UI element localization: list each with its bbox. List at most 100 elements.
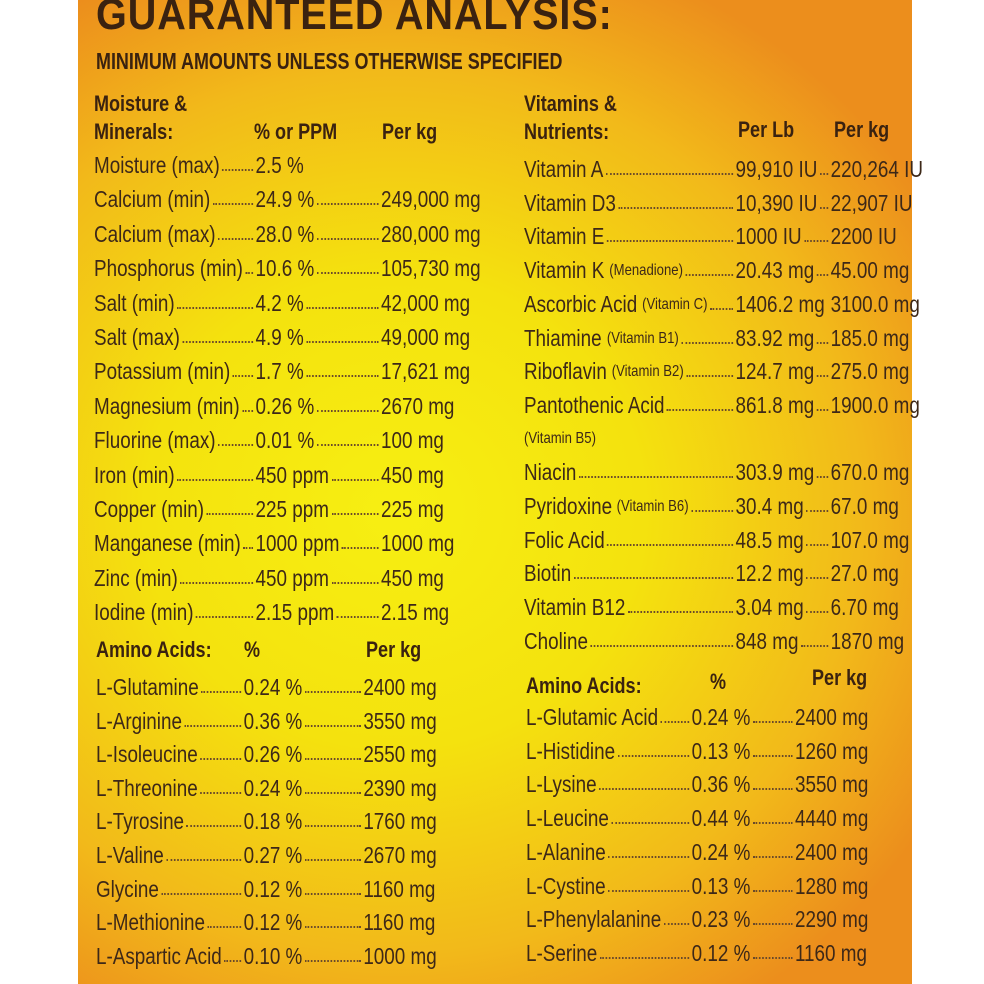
- amino-right-row: L-Alanine 0.24 % 2400 mg: [526, 839, 903, 873]
- dot-leader: [305, 892, 361, 895]
- vitamins-name: Vitamin D3: [524, 189, 616, 216]
- amino-right-kg: 1260 mg: [794, 737, 869, 764]
- minerals-name: Zinc (min): [94, 564, 178, 591]
- dot-leader: [331, 581, 379, 584]
- minerals-header-line2: Minerals:: [94, 119, 174, 144]
- vitamins-note: (Vitamin B5): [524, 429, 596, 447]
- vitamins-header: Vitamins & Nutrients:: [524, 90, 617, 146]
- vitamins-kg: 220,264 IU: [830, 156, 923, 182]
- vitamins-kg: 3100.0 mg: [830, 290, 920, 317]
- minerals-pct: 1000 ppm: [255, 530, 340, 557]
- dot-leader: [166, 859, 242, 861]
- amino-right-pct: 0.13 %: [691, 737, 751, 764]
- dot-leader: [806, 577, 829, 580]
- amino-left-name: L-Tyrosine: [96, 808, 185, 835]
- vitamins-kg: 185.0 mg: [830, 324, 910, 351]
- amino-right-col-pct: %: [710, 669, 727, 694]
- dot-leader: [206, 513, 254, 515]
- dot-leader: [574, 577, 734, 580]
- dot-leader: [753, 721, 793, 723]
- dot-leader: [242, 409, 254, 412]
- dot-leader: [753, 956, 793, 959]
- vitamins-note: (Vitamin C): [642, 295, 708, 313]
- amino-left-row: L-Arginine 0.36 % 3550 mg: [96, 708, 481, 742]
- vitamins-col-kg: Per kg: [834, 117, 890, 142]
- dot-leader: [753, 923, 793, 926]
- minerals-row: Calcium (min) 24.9 % 249,000 mg: [94, 186, 496, 220]
- vitamins-lb: 124.7 mg: [735, 358, 815, 385]
- dot-leader: [317, 409, 379, 412]
- vitamins-row: (Vitamin C) Ascorbic Acid 1406.2 mg 3100.0 …: [524, 290, 920, 325]
- minerals-name: Salt (max): [94, 324, 180, 350]
- minerals-kg: 450 mg: [381, 461, 444, 488]
- dot-leader: [217, 444, 254, 447]
- dot-leader: [820, 173, 829, 175]
- dot-leader: [207, 926, 242, 929]
- vitamins-row: (Menadione) Vitamin K 20.43 mg 45.00 mg: [524, 257, 909, 291]
- amino-left-name: L-Glutamine: [96, 674, 199, 700]
- dot-leader: [804, 240, 829, 243]
- amino-right-row: L-Glutamic Acid 0.24 % 2400 mg: [526, 704, 903, 738]
- vitamins-lb: 30.4 mg: [735, 493, 804, 519]
- amino-left-kg: 2550 mg: [363, 741, 437, 768]
- amino-right-row: L-Lysine 0.36 % 3550 mg: [526, 771, 903, 805]
- amino-left-name: L-Methionine: [96, 909, 206, 936]
- amino-left-row: L-Methionine 0.12 % 1160 mg: [96, 909, 481, 943]
- dot-leader: [212, 203, 254, 206]
- minerals-row: Iron (min) 450 ppm 450 mg: [94, 462, 496, 496]
- minerals-pct: 450 ppm: [255, 461, 329, 488]
- minerals-pct: 450 ppm: [255, 564, 329, 591]
- dot-leader: [816, 375, 829, 378]
- dot-leader: [195, 616, 254, 619]
- dot-leader: [590, 644, 734, 647]
- analysis-title: GUARANTEED ANALYSIS:: [96, 0, 613, 39]
- vitamins-row: (Vitamin B6) Pyridoxine 30.4 mg 67.0 mg: [524, 493, 909, 527]
- amino-left-pct: 0.26 %: [243, 741, 303, 768]
- dot-leader: [806, 510, 829, 512]
- amino-right-pct: 0.12 %: [691, 939, 751, 966]
- dot-leader: [660, 721, 690, 723]
- vitamins-kg: 45.00 mg: [830, 257, 910, 284]
- minerals-kg: 249,000 mg: [381, 186, 481, 213]
- vitamins-row: Folic Acid 48.5 mg 107.0 mg: [524, 527, 909, 561]
- vitamins-name: Ascorbic Acid: [524, 290, 638, 317]
- vitamins-name: Niacin: [524, 459, 577, 486]
- vitamins-lb: 48.5 mg: [735, 526, 804, 553]
- minerals-pct: 4.2 %: [255, 289, 304, 316]
- dot-leader: [578, 476, 734, 479]
- amino-left-kg: 1160 mg: [363, 875, 436, 902]
- vitamins-lb: 1406.2 mg: [735, 290, 825, 317]
- minerals-name: Iodine (min): [94, 599, 194, 626]
- dot-leader: [317, 272, 379, 275]
- amino-left-name: Glycine: [96, 875, 159, 902]
- dot-leader: [186, 825, 242, 828]
- label-background: [78, 0, 912, 984]
- dot-leader: [182, 341, 254, 343]
- vitamins-name: Vitamin A: [524, 156, 604, 182]
- dot-leader: [200, 691, 242, 693]
- vitamins-kg: 670.0 mg: [830, 459, 910, 486]
- minerals-kg: 1000 mg: [381, 530, 455, 557]
- minerals-pct: 1.7 %: [255, 358, 304, 385]
- vitamins-note: (Vitamin B2): [611, 363, 684, 381]
- amino-left-name: L-Aspartic Acid: [96, 942, 222, 969]
- amino-left-name: L-Isoleucine: [96, 741, 198, 768]
- amino-left-name: L-Arginine: [96, 707, 182, 734]
- minerals-kg: 225 mg: [381, 496, 444, 522]
- minerals-row: Moisture (max) 2.5 %: [94, 152, 496, 186]
- dot-leader: [305, 791, 361, 794]
- amino-right-kg: 1160 mg: [794, 939, 867, 966]
- amino-left-header: Amino Acids:: [96, 637, 212, 662]
- vitamins-kg: 27.0 mg: [830, 560, 899, 587]
- vitamins-name: Choline: [524, 627, 588, 654]
- dot-leader: [305, 691, 361, 693]
- dot-leader: [608, 889, 690, 892]
- amino-right-col-kg: Per kg: [812, 665, 868, 690]
- minerals-pct: 28.0 %: [255, 220, 315, 247]
- minerals-pct: 0.26 %: [255, 392, 315, 419]
- amino-right-row: L-Phenylalanine 0.23 % 2290 mg: [526, 906, 903, 940]
- dot-leader: [753, 889, 793, 892]
- minerals-row: Magnesium (min) 0.26 % 2670 mg: [94, 393, 496, 427]
- amino-left-pct: 0.12 %: [243, 875, 303, 902]
- amino-right-kg: 2400 mg: [794, 704, 869, 730]
